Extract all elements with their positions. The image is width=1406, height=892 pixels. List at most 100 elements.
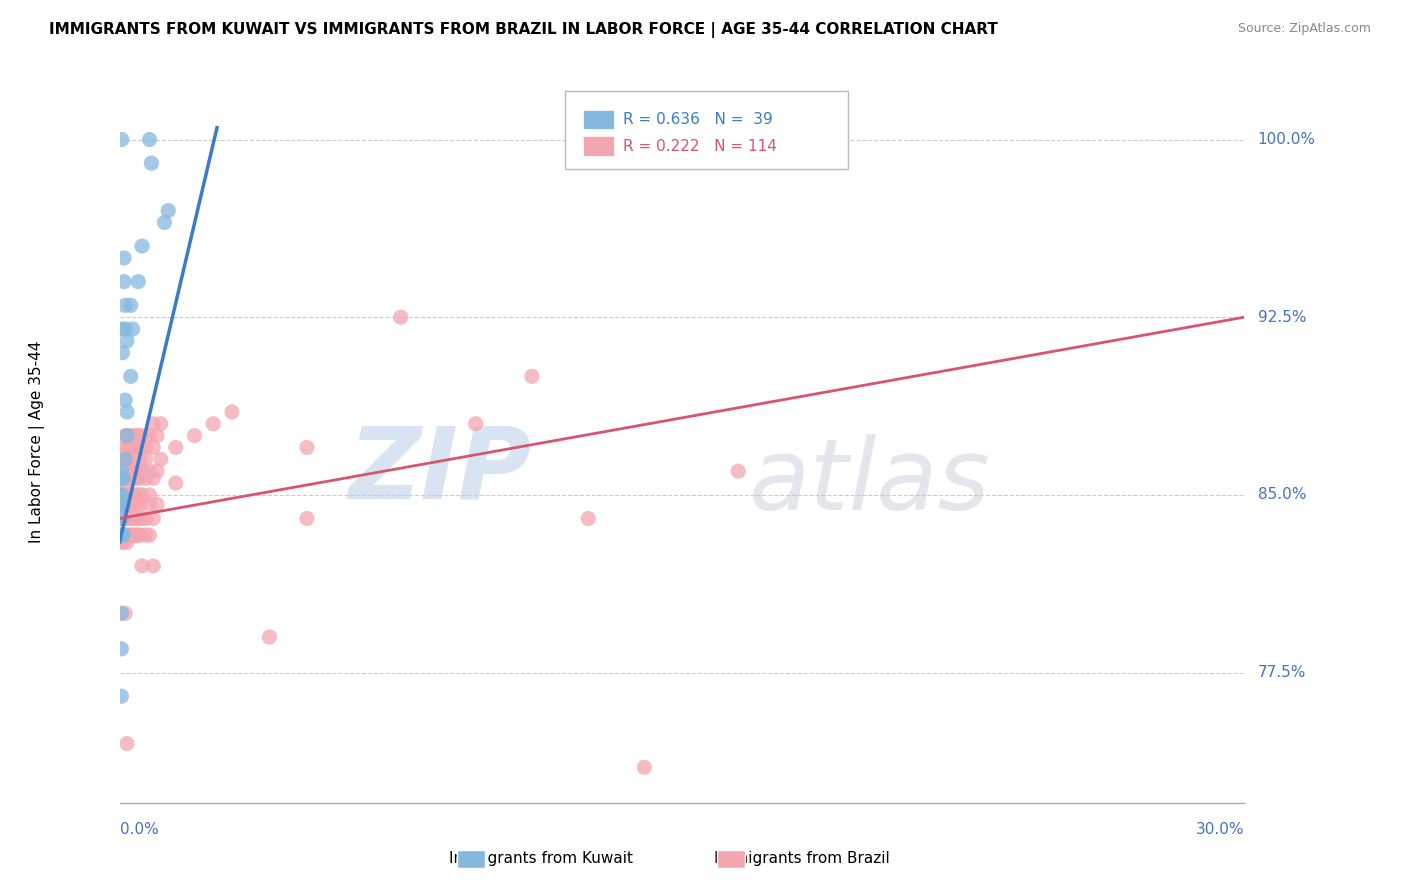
Point <box>127 464 149 478</box>
Point <box>110 471 132 485</box>
Point <box>110 471 132 485</box>
Point <box>110 488 132 502</box>
Point <box>131 239 153 253</box>
Text: R = 0.636   N =  39: R = 0.636 N = 39 <box>623 112 773 127</box>
Point <box>110 464 132 478</box>
Point <box>131 558 153 573</box>
Point <box>112 488 135 502</box>
Point <box>114 464 136 478</box>
Point <box>112 452 135 467</box>
Point <box>110 452 132 467</box>
Point <box>131 464 153 478</box>
Point <box>114 471 136 485</box>
Point <box>127 428 149 442</box>
Point <box>142 441 165 455</box>
Point <box>120 488 142 502</box>
Point <box>138 428 160 442</box>
Point <box>121 428 143 442</box>
Point <box>114 607 136 621</box>
Point <box>127 488 149 502</box>
Point <box>129 452 152 467</box>
Point <box>115 511 138 525</box>
Point <box>165 441 187 455</box>
Point <box>110 497 132 511</box>
Point <box>110 607 132 621</box>
Point <box>114 528 136 542</box>
Point <box>114 298 136 312</box>
Point <box>112 251 135 265</box>
Point <box>112 275 135 289</box>
Point <box>115 334 138 348</box>
Point <box>389 310 412 325</box>
Point <box>142 511 165 525</box>
Point <box>129 497 152 511</box>
Point <box>118 528 141 542</box>
Point <box>135 452 157 467</box>
Point <box>110 471 132 485</box>
Point <box>115 464 138 478</box>
Point <box>120 441 142 455</box>
Point <box>464 417 486 431</box>
Point <box>135 528 157 542</box>
Point <box>295 441 318 455</box>
Point <box>112 511 135 525</box>
Point <box>112 497 135 511</box>
Point <box>138 464 160 478</box>
Text: In Labor Force | Age 35-44: In Labor Force | Age 35-44 <box>30 341 45 542</box>
Point <box>142 558 165 573</box>
Point <box>129 441 152 455</box>
Point <box>110 528 132 542</box>
Point <box>165 475 187 490</box>
Text: Immigrants from Brazil: Immigrants from Brazil <box>713 851 889 865</box>
Point <box>114 511 136 525</box>
Point <box>120 528 142 542</box>
Point <box>127 275 149 289</box>
Point <box>120 511 142 525</box>
Point <box>112 464 135 478</box>
Point <box>115 737 138 751</box>
Point <box>138 497 160 511</box>
Point <box>118 497 141 511</box>
Point <box>110 641 132 656</box>
Point <box>157 203 180 218</box>
Point <box>121 497 143 511</box>
Point <box>127 528 149 542</box>
Point <box>125 528 148 542</box>
Point <box>115 428 138 442</box>
Point <box>576 511 599 525</box>
Point <box>112 497 135 511</box>
Point <box>112 497 135 511</box>
Point <box>110 471 132 485</box>
Point <box>111 345 134 359</box>
Point <box>131 488 153 502</box>
Point <box>146 497 169 511</box>
Point <box>124 488 146 502</box>
Point <box>114 464 136 478</box>
Point <box>633 760 655 774</box>
Point <box>112 441 135 455</box>
Point <box>125 428 148 442</box>
Text: 0.0%: 0.0% <box>120 822 159 837</box>
Point <box>129 471 152 485</box>
Point <box>110 497 132 511</box>
Point <box>112 528 135 542</box>
Point <box>138 528 160 542</box>
Point <box>135 511 157 525</box>
Point <box>110 497 132 511</box>
Point <box>149 452 172 467</box>
Point <box>125 497 148 511</box>
Point <box>115 535 138 549</box>
Point <box>110 689 132 703</box>
Text: 92.5%: 92.5% <box>1258 310 1306 325</box>
Point <box>520 369 543 384</box>
Point <box>115 405 138 419</box>
Point <box>138 488 160 502</box>
Point <box>110 488 132 502</box>
Point <box>146 464 169 478</box>
Point <box>114 428 136 442</box>
Point <box>110 464 132 478</box>
Text: R = 0.222   N = 114: R = 0.222 N = 114 <box>623 139 776 153</box>
Point <box>131 511 153 525</box>
Point <box>135 441 157 455</box>
Text: IMMIGRANTS FROM KUWAIT VS IMMIGRANTS FROM BRAZIL IN LABOR FORCE | AGE 35-44 CORR: IMMIGRANTS FROM KUWAIT VS IMMIGRANTS FRO… <box>49 22 998 38</box>
